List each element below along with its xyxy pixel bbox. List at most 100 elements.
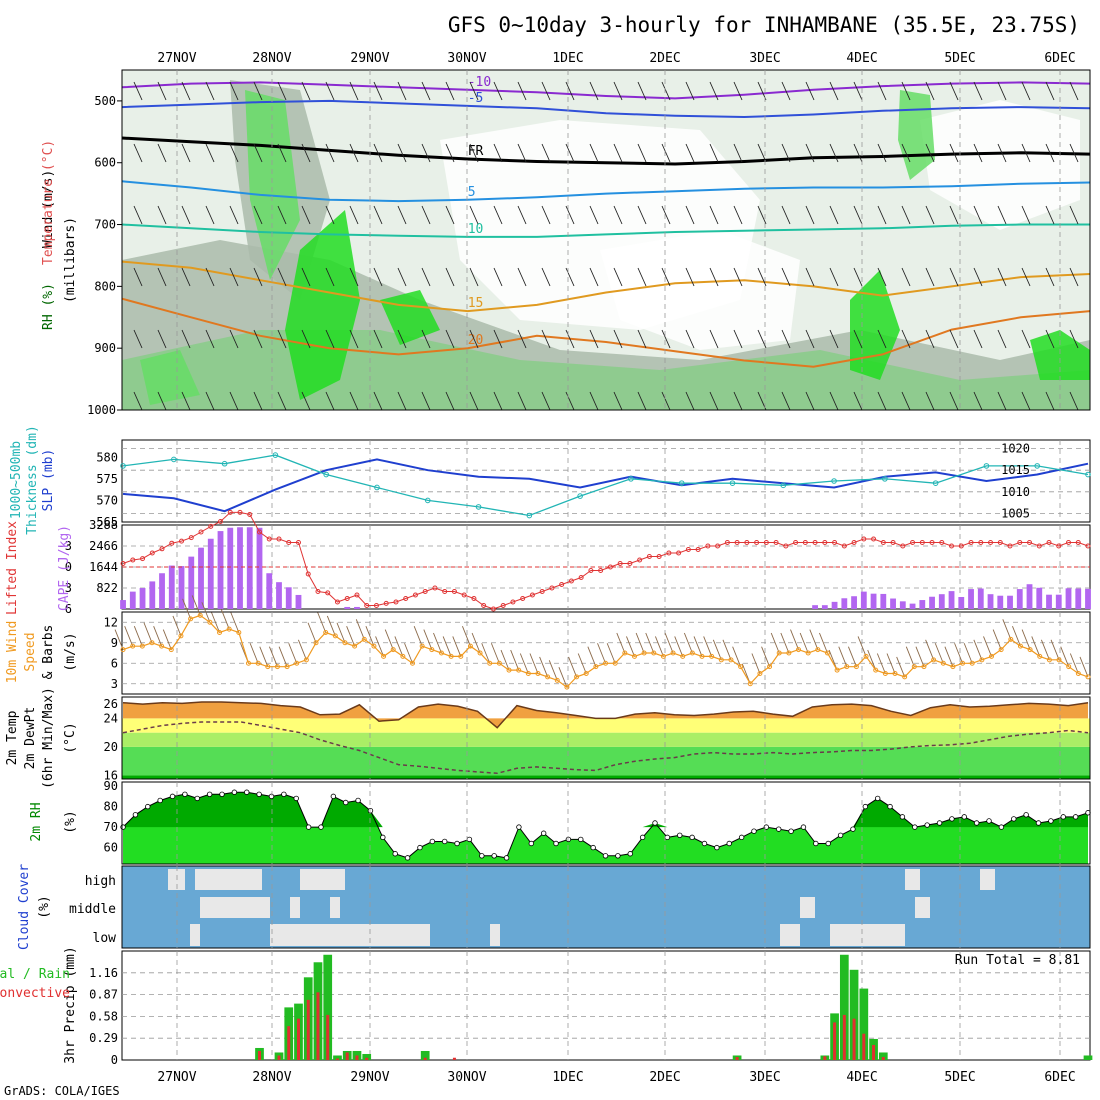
li-point bbox=[266, 536, 272, 542]
bottom-date-27NOV: 27NOV bbox=[157, 1070, 196, 1085]
thickness-point bbox=[323, 471, 329, 478]
rh-point bbox=[776, 826, 782, 832]
wind-point bbox=[989, 653, 995, 659]
upper-barb bbox=[1045, 267, 1055, 287]
upper-barb bbox=[397, 205, 407, 225]
wind-point bbox=[931, 657, 937, 663]
upper-barb bbox=[781, 205, 791, 225]
cape-bar bbox=[938, 594, 945, 609]
rh-point bbox=[355, 797, 361, 804]
isotherm-line-0 bbox=[121, 81, 1091, 100]
wind-point bbox=[400, 653, 406, 659]
cape-bar bbox=[997, 595, 1004, 609]
cape-bar bbox=[207, 538, 214, 609]
upper-barb bbox=[253, 391, 263, 411]
li-point bbox=[159, 546, 165, 552]
upper-barb bbox=[997, 267, 1007, 287]
wind-point bbox=[844, 664, 850, 670]
thickness-point bbox=[628, 476, 634, 482]
cape-bar bbox=[276, 582, 282, 609]
upper-barb bbox=[781, 267, 791, 287]
wind-point bbox=[535, 671, 541, 676]
upper-barb bbox=[829, 143, 839, 163]
wind-point bbox=[467, 643, 473, 649]
upper-barb bbox=[805, 205, 815, 225]
wind-barb bbox=[375, 636, 384, 657]
wind-barb bbox=[442, 636, 452, 657]
li-point bbox=[1085, 543, 1091, 549]
temp-tick-26: 26 bbox=[104, 697, 118, 711]
upper-barb bbox=[733, 329, 743, 349]
wind-barb bbox=[259, 646, 269, 667]
upper-barb bbox=[949, 267, 959, 287]
upper-barb bbox=[253, 143, 263, 163]
wind-point bbox=[940, 660, 946, 666]
rh-point bbox=[1035, 820, 1042, 826]
wind-point bbox=[255, 660, 261, 666]
cape-bar bbox=[860, 591, 867, 609]
li-point bbox=[432, 585, 438, 591]
li-point bbox=[481, 603, 487, 608]
precip-bar bbox=[878, 1052, 888, 1060]
cloud-block bbox=[330, 897, 340, 918]
wind-point bbox=[757, 671, 763, 676]
upper-barb bbox=[277, 81, 287, 101]
wind-barb bbox=[162, 629, 172, 650]
li-point bbox=[773, 540, 779, 545]
wind-point bbox=[1056, 657, 1062, 663]
wind-tick-12: 12 bbox=[104, 615, 118, 629]
upper-barb bbox=[853, 267, 863, 287]
li-point bbox=[412, 592, 418, 598]
conv-bar bbox=[355, 1055, 359, 1060]
wind-barb bbox=[394, 636, 404, 657]
upper-barb bbox=[421, 81, 431, 101]
bottom-date-labels: 27NOV 28NOV 29NOV 30NOV 1DEC 2DEC 3DEC 4DEC 5DEC… bbox=[157, 1070, 1075, 1085]
upper-barb bbox=[589, 143, 599, 163]
wind-point bbox=[554, 677, 560, 683]
temp-band-0 bbox=[122, 775, 1090, 779]
upper-barb bbox=[301, 81, 311, 101]
cape-bar bbox=[159, 573, 165, 609]
rh-point bbox=[788, 828, 794, 834]
wind-point bbox=[516, 667, 522, 673]
upper-barb bbox=[613, 143, 623, 163]
wind-barb bbox=[529, 653, 539, 674]
wind-point bbox=[699, 653, 705, 659]
rh-point bbox=[837, 832, 844, 838]
wind-point bbox=[564, 684, 570, 690]
li-point bbox=[286, 540, 292, 545]
rh-tick-60: 60 bbox=[104, 841, 118, 855]
bottom-date-30NOV: 30NOV bbox=[447, 1070, 486, 1085]
wind-barb bbox=[645, 632, 655, 654]
upper-barb bbox=[397, 329, 407, 349]
conv-bar bbox=[452, 1057, 456, 1060]
wind-point bbox=[805, 650, 811, 656]
precip-frame bbox=[121, 950, 1091, 1061]
wind-barb bbox=[992, 629, 1002, 650]
li-point bbox=[403, 596, 409, 601]
slp-tick-1010: 1010 bbox=[1001, 485, 1030, 499]
upper-barb bbox=[349, 391, 359, 411]
rh-point bbox=[182, 791, 188, 797]
upper-ytick-500: 500 bbox=[94, 94, 116, 108]
slp-label-0: 1000~500mb bbox=[9, 441, 24, 519]
wind-point bbox=[979, 657, 985, 663]
upper-barb bbox=[589, 81, 599, 101]
wind-barb bbox=[1002, 619, 1012, 640]
upper-barb bbox=[1045, 81, 1055, 101]
wind-barb bbox=[799, 632, 809, 654]
rh-point bbox=[813, 840, 819, 847]
wind-barb bbox=[490, 643, 500, 664]
li-point bbox=[724, 540, 730, 545]
rh-point bbox=[281, 791, 287, 797]
bottom-date-29NOV: 29NOV bbox=[350, 1070, 389, 1085]
wind-point bbox=[612, 660, 618, 666]
cape-bar bbox=[987, 594, 994, 609]
bottom-date-28NOV: 28NOV bbox=[252, 1070, 291, 1085]
upper-barb bbox=[397, 391, 407, 411]
upper-barb bbox=[469, 329, 479, 349]
rh-point bbox=[231, 789, 238, 795]
li-point bbox=[802, 540, 808, 545]
upper-barb bbox=[181, 205, 191, 225]
upper-barb bbox=[997, 205, 1007, 225]
